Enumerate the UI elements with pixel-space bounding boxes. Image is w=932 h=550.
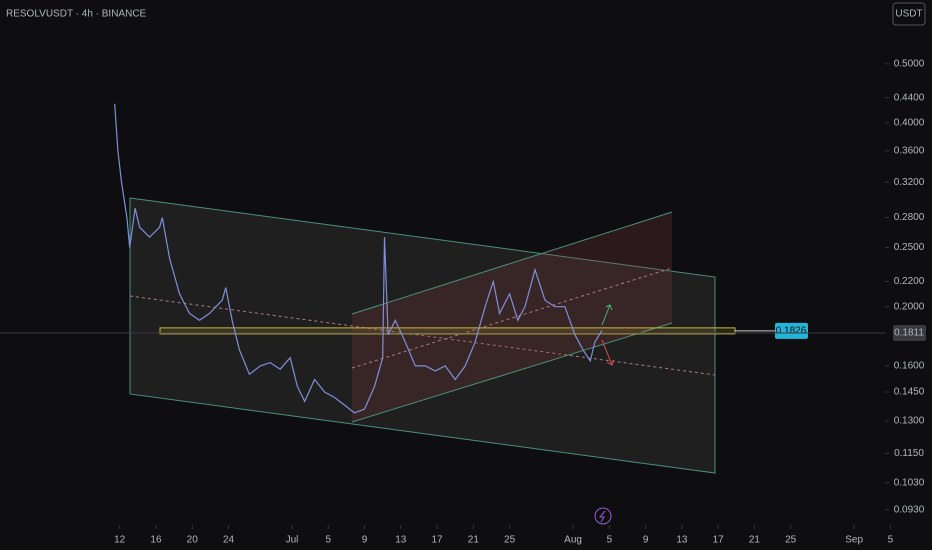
down-arrow	[601, 339, 615, 366]
x-tick-label: 5	[325, 535, 331, 546]
x-tick-label: Sep	[845, 535, 863, 546]
currency[interactable]: USDT	[895, 9, 922, 20]
event-icon	[594, 507, 612, 525]
x-tick-label: 5	[888, 535, 894, 546]
x-tick-label: 21	[749, 535, 761, 546]
y-tick-label: 0.5000	[894, 58, 925, 69]
level-label-box	[775, 322, 808, 339]
y-tick-label: 0.1450	[894, 387, 925, 398]
y-tick-label: 0.2800	[894, 212, 925, 223]
y-tick-label: 0.4400	[894, 92, 925, 103]
x-tick-label: 21	[468, 535, 480, 546]
y-tick-label: 0.1150	[894, 448, 924, 459]
currency-box[interactable]	[892, 2, 926, 26]
x-tick-label: Aug	[564, 535, 582, 546]
last-price-label: 0.1811	[894, 328, 924, 339]
x-tick-label: 16	[150, 535, 162, 546]
channel-midline	[129, 295, 716, 376]
last-price-box	[893, 325, 926, 342]
x-tick-label: 9	[362, 535, 368, 546]
y-tick-label: 0.2500	[894, 242, 925, 253]
x-tick-label: 25	[504, 535, 516, 546]
x-tick-label: 17	[431, 535, 443, 546]
y-tick-label: 0.1030	[894, 477, 925, 488]
x-tick-label: 13	[395, 535, 407, 546]
chart-title: RESOLVUSDT · 4h · BINANCE	[6, 9, 147, 20]
x-tick-label: 13	[676, 535, 688, 546]
x-tick-label: 24	[223, 535, 235, 546]
up-arrow	[601, 304, 613, 326]
x-tick-label: 17	[713, 535, 725, 546]
y-tick-label: 0.2000	[894, 301, 925, 312]
y-tick-label: 0.2200	[894, 276, 925, 287]
channel-midline	[351, 267, 673, 369]
event-icon	[598, 510, 606, 523]
x-tick-label: Jul	[286, 535, 299, 546]
x-tick-label: 5	[607, 535, 613, 546]
y-tick-label: 0.1300	[894, 416, 925, 427]
y-tick-label: 0.4000	[894, 118, 925, 129]
y-tick-label: 0.1600	[894, 361, 925, 372]
level-label: 0.1826	[776, 326, 807, 337]
x-tick-label: 25	[785, 535, 797, 546]
y-tick-label: 0.3600	[894, 146, 925, 157]
y-tick-label: 0.0930	[894, 504, 925, 515]
x-tick-label: 12	[114, 535, 126, 546]
channel-edge	[351, 322, 673, 423]
x-tick-label: 9	[643, 535, 649, 546]
x-tick-label: 20	[187, 535, 199, 546]
channel-edge	[351, 211, 673, 315]
y-tick-label: 0.3200	[894, 177, 925, 188]
price-line	[114, 103, 603, 414]
